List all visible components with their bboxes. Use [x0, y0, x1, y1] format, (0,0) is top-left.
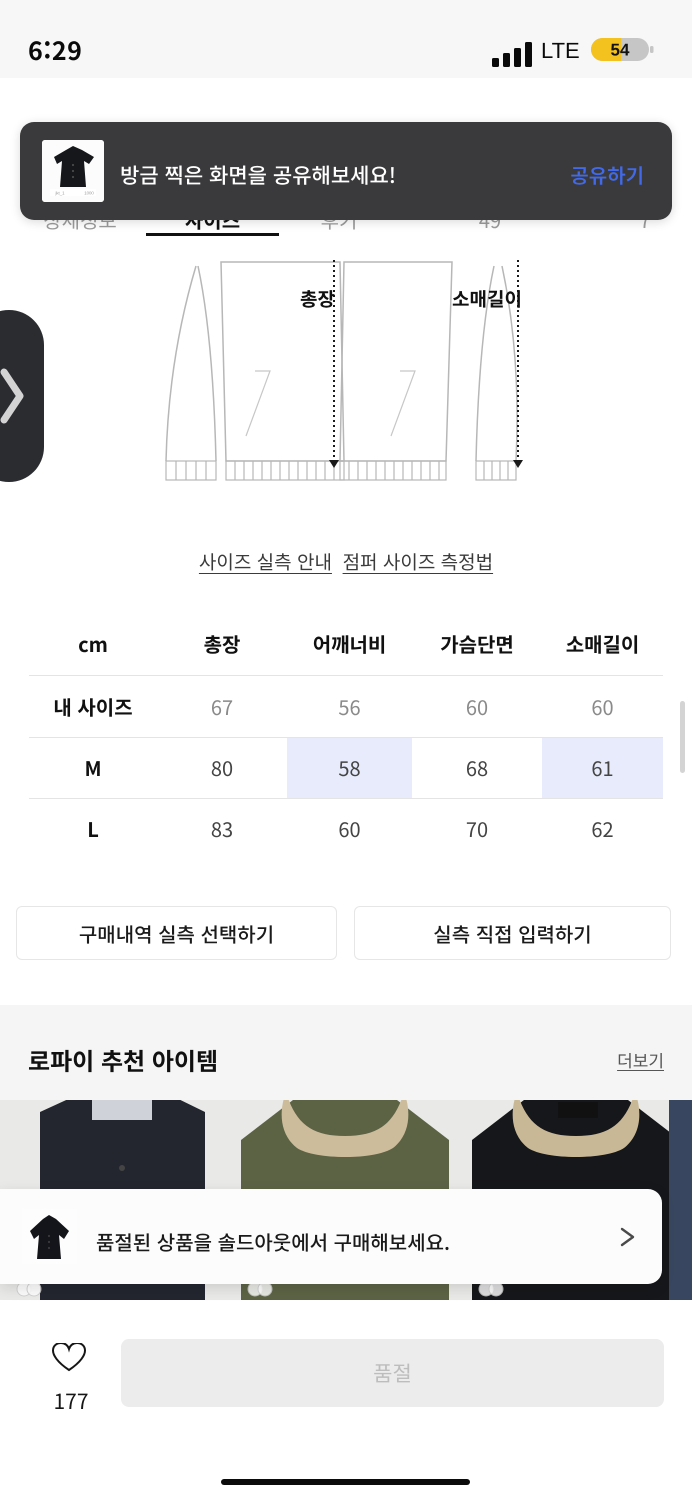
svg-text:54: 54 — [611, 41, 630, 60]
svg-text:소매길이: 소매길이 — [452, 285, 522, 312]
svg-text:jkt_1: jkt_1 — [54, 191, 65, 196]
svg-text:1000: 1000 — [84, 191, 94, 196]
svg-text:총장: 총장 — [300, 285, 335, 312]
